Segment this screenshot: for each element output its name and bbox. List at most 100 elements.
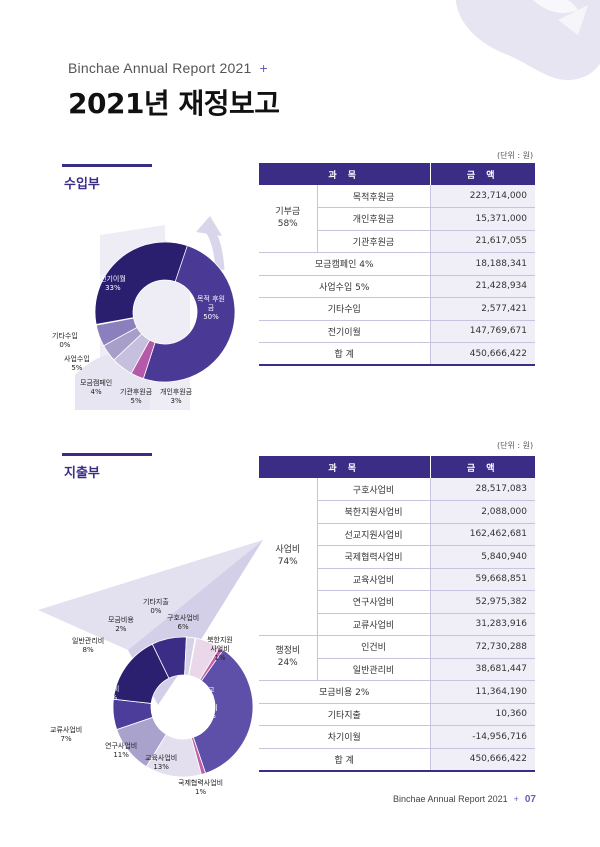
table-row: 일반관리비 38,681,447	[259, 658, 535, 681]
expense-donut-chart	[108, 632, 258, 782]
income-label-campaign: 모금캠페인 4%	[80, 379, 113, 396]
expense-section-title: 지출부	[64, 466, 100, 481]
expense-label-research: 연구사업비 11%	[105, 742, 138, 759]
row-label: 기타수입	[259, 297, 430, 321]
total-label: 합 계	[259, 342, 430, 366]
row-amount: 2,577,421	[429, 297, 535, 321]
expense-slice-2	[192, 649, 254, 774]
table-row: 모금캠페인 4% 18,188,341	[259, 252, 535, 276]
row-amount: 52,975,382	[429, 590, 535, 614]
table-row: 차기이월 -14,956,716	[259, 725, 535, 749]
row-amount: 18,188,341	[429, 252, 535, 276]
total-amount: 450,666,422	[429, 748, 535, 772]
income-label-business: 사업수입 5%	[64, 355, 90, 372]
row-amount: 72,730,288	[429, 635, 535, 659]
expense-label-exchange: 교류사업비 7%	[50, 726, 83, 743]
table-row: 개인후원금 15,371,000	[259, 207, 535, 231]
page-number: 07	[524, 794, 536, 805]
income-donut-svg	[94, 241, 236, 383]
row-label: 모금캠페인 4%	[259, 252, 430, 276]
header-amount: 금 액	[430, 163, 535, 185]
business-group-cell: 사업비 74%	[259, 478, 318, 636]
row-amount: -14,956,716	[429, 725, 535, 749]
row-label: 목적후원금	[317, 185, 430, 208]
income-section-title: 수입부	[64, 177, 100, 192]
table-row: 교류사업비 31,283,916	[259, 613, 535, 636]
table-row: 국제협력사업비 5,840,940	[259, 545, 535, 569]
row-label: 개인후원금	[317, 207, 430, 231]
total-label: 합 계	[259, 748, 430, 772]
row-amount: 28,517,083	[429, 478, 535, 501]
table-row: 연구사업비 52,975,382	[259, 590, 535, 614]
expense-section-bar	[62, 453, 152, 456]
report-header: Binchae Annual Report 2021 +	[68, 60, 268, 76]
total-amount: 450,666,422	[429, 342, 535, 366]
income-table-header: 과 목 금 액	[259, 163, 535, 185]
row-label: 전기이월	[259, 320, 430, 343]
row-label: 모금비용 2%	[259, 680, 430, 704]
income-label-other: 기타수입 0%	[52, 332, 78, 349]
row-label: 국제협력사업비	[317, 545, 430, 569]
total-row: 합 계 450,666,422	[259, 342, 535, 366]
row-label: 선교지원사업비	[317, 523, 430, 546]
row-label: 차기이월	[259, 725, 430, 749]
expense-table: 과 목 금 액 사업비 74% 구호사업비 28,517,083 북한지원사업비 …	[259, 456, 535, 772]
row-label: 교류사업비	[317, 613, 430, 636]
row-amount: 21,428,934	[429, 275, 535, 298]
donation-group-cell: 기부금 58%	[259, 185, 318, 253]
footer-report-name: Binchae Annual Report 2021	[393, 794, 508, 804]
row-label: 인건비	[317, 635, 430, 659]
income-slice-0	[142, 244, 236, 383]
plus-icon: +	[513, 794, 519, 804]
expense-table-header: 과 목 금 액	[259, 456, 535, 478]
row-label: 연구사업비	[317, 590, 430, 614]
header-amount: 금 액	[430, 456, 535, 478]
expense-label-other: 기타지출 0%	[143, 598, 169, 615]
table-row: 사업비 74% 구호사업비 28,517,083	[259, 478, 535, 636]
row-amount: 11,364,190	[429, 680, 535, 704]
expense-label-relief: 구호사업비 6%	[167, 614, 200, 631]
page-title: 2021년 재정보고	[68, 87, 280, 120]
row-amount: 147,769,671	[429, 320, 535, 343]
table-row: 사업수입 5% 21,428,934	[259, 275, 535, 298]
plus-icon: +	[259, 60, 268, 76]
expense-label-fundraising: 모금비용 2%	[108, 616, 134, 633]
table-row: 교육사업비 59,668,851	[259, 568, 535, 591]
table-row: 기타지출 10,360	[259, 703, 535, 726]
expense-slice-10	[188, 637, 197, 677]
table-row: 행정비 24% 인건비 72,730,288	[259, 635, 535, 681]
row-amount: 2,088,000	[429, 500, 535, 524]
income-slice-6	[94, 241, 188, 325]
row-label: 교육사업비	[317, 568, 430, 591]
table-row: 기관후원금 21,617,055	[259, 230, 535, 253]
row-amount: 223,714,000	[429, 185, 535, 208]
row-label: 기타지출	[259, 703, 430, 726]
header-item: 과 목	[259, 456, 431, 478]
row-label: 일반관리비	[317, 658, 430, 681]
row-label: 북한지원사업비	[317, 500, 430, 524]
row-label: 사업수입 5%	[259, 275, 430, 298]
table-row: 기부금 58% 목적후원금 223,714,000	[259, 185, 535, 253]
expense-label-admin: 일반관리비 8%	[72, 637, 105, 654]
table-row: 모금비용 2% 11,364,190	[259, 680, 535, 704]
header-item: 과 목	[259, 163, 431, 185]
expense-label-education: 교육사업비 13%	[145, 754, 178, 771]
row-label: 기관후원금	[317, 230, 430, 253]
income-unit-note: (단위 : 원)	[497, 151, 534, 160]
table-row: 선교지원사업비 162,462,681	[259, 523, 535, 546]
row-amount: 31,283,916	[429, 613, 535, 636]
income-label-purpose: 목적 후원금 50%	[197, 295, 225, 321]
income-label-institution: 기관후원금 5%	[120, 388, 153, 405]
expense-label-intl: 국제협력사업비 1%	[178, 779, 224, 796]
admin-group-cell: 행정비 24%	[259, 635, 318, 681]
page-footer: Binchae Annual Report 2021 +07	[393, 794, 536, 805]
expense-label-personnel: 인건비 16%	[100, 685, 120, 702]
table-row: 북한지원사업비 2,088,000	[259, 500, 535, 524]
total-row: 합 계 450,666,422	[259, 748, 535, 772]
income-label-carryover: 전기이월 33%	[100, 275, 126, 292]
table-row: 전기이월 147,769,671	[259, 320, 535, 343]
income-section-bar	[62, 164, 152, 167]
row-amount: 15,371,000	[429, 207, 535, 231]
table-row: 기타수입 2,577,421	[259, 297, 535, 321]
